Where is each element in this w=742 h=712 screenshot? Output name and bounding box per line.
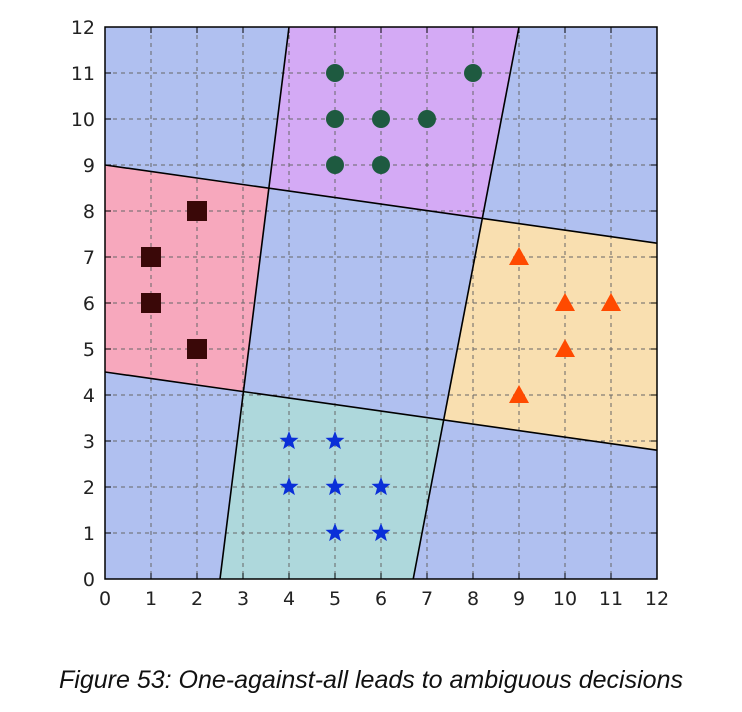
y-tick-label: 9	[83, 155, 95, 177]
star-marker	[325, 523, 345, 542]
x-tick-label: 3	[237, 588, 249, 610]
x-tick-label: 6	[375, 588, 387, 610]
star-marker	[279, 431, 299, 450]
star-marker	[279, 477, 299, 496]
y-tick-label: 1	[83, 523, 95, 545]
y-tick-label: 8	[83, 201, 95, 223]
y-tick-label: 0	[83, 569, 95, 591]
region-triangle-class	[443, 218, 657, 451]
circle-marker	[372, 110, 390, 128]
circle-marker	[418, 110, 436, 128]
y-tick-label: 3	[83, 431, 95, 453]
star-marker	[371, 523, 391, 542]
square-marker	[187, 339, 207, 359]
x-tick-label: 8	[467, 588, 479, 610]
y-tick-label: 2	[83, 477, 95, 499]
x-tick-label: 5	[329, 588, 341, 610]
x-tick-label: 1	[145, 588, 157, 610]
square-marker	[141, 247, 161, 267]
x-tick-label: 12	[645, 588, 669, 610]
triangle-marker	[509, 247, 529, 265]
star-marker	[371, 477, 391, 496]
star-marker	[325, 431, 345, 450]
decision-boundary-3	[219, 27, 290, 579]
x-tick-label: 2	[191, 588, 203, 610]
decision-boundary-2	[105, 371, 657, 451]
y-tick-label: 12	[71, 17, 95, 39]
triangle-marker	[601, 293, 621, 311]
triangle-marker	[509, 385, 529, 403]
circle-marker	[326, 110, 344, 128]
x-tick-label: 7	[421, 588, 433, 610]
y-tick-label: 7	[83, 247, 95, 269]
square-marker	[187, 201, 207, 221]
circle-marker	[464, 64, 482, 82]
square-marker	[141, 293, 161, 313]
triangle-marker	[555, 339, 575, 357]
x-tick-label: 10	[553, 588, 577, 610]
decision-boundary-1	[105, 164, 657, 244]
region-circle-class	[268, 27, 519, 219]
region-square-class	[105, 165, 269, 392]
y-tick-label: 5	[83, 339, 95, 361]
figure-caption: Figure 53: One-against-all leads to ambi…	[59, 666, 683, 694]
circle-marker	[372, 156, 390, 174]
y-tick-label: 10	[71, 109, 95, 131]
star-marker	[325, 477, 345, 496]
circle-marker	[326, 156, 344, 174]
circle-marker	[326, 64, 344, 82]
triangle-marker	[555, 293, 575, 311]
x-tick-label: 0	[99, 588, 111, 610]
x-tick-label: 11	[599, 588, 623, 610]
x-tick-label: 4	[283, 588, 295, 610]
y-tick-label: 4	[83, 385, 95, 407]
y-tick-label: 11	[71, 63, 95, 85]
plot-area	[105, 27, 657, 579]
y-tick-label: 6	[83, 293, 95, 315]
decision-boundary-4	[412, 27, 520, 579]
data-markers	[141, 64, 621, 542]
x-tick-label: 9	[513, 588, 525, 610]
